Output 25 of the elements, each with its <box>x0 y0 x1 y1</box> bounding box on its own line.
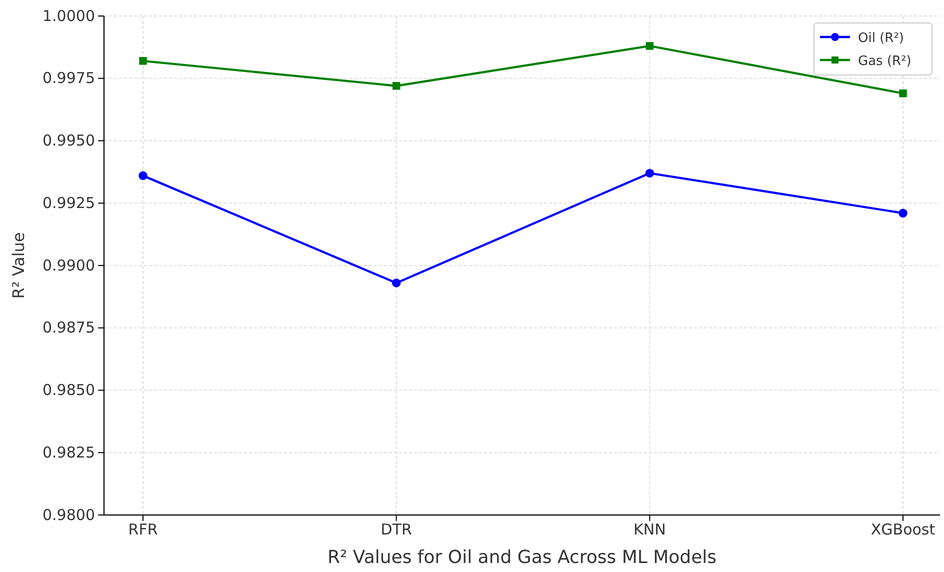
y-tick-label: 0.9925 <box>42 194 95 212</box>
x-axis-title: R² Values for Oil and Gas Across ML Models <box>327 547 717 568</box>
x-tick-label: XGBoost <box>870 520 936 539</box>
x-tick-label: RFR <box>128 520 158 539</box>
y-tick-label: 0.9975 <box>42 69 95 88</box>
y-axis-title: R² Value <box>9 232 28 299</box>
y-tick-label: 1.0000 <box>42 6 95 25</box>
point <box>646 42 654 50</box>
point <box>645 168 654 178</box>
legend-label: Oil (R²) <box>858 31 904 46</box>
y-tick-label: 0.9875 <box>42 318 95 337</box>
y-tick-label: 0.9950 <box>42 132 95 150</box>
point <box>138 171 148 180</box>
y-tick-label: 0.9900 <box>42 256 95 274</box>
point <box>139 57 147 65</box>
y-tick-label: 0.9825 <box>42 443 95 462</box>
point <box>898 208 908 218</box>
point <box>392 82 400 90</box>
x-tick-label: DTR <box>380 520 412 539</box>
x-tick-label: KNN <box>634 520 666 539</box>
point <box>899 89 907 98</box>
y-tick-label: 0.9800 <box>42 506 95 524</box>
point <box>392 278 401 288</box>
legend-label: Gas (R²) <box>858 54 912 69</box>
y-tick-label: 0.9850 <box>42 381 95 400</box>
